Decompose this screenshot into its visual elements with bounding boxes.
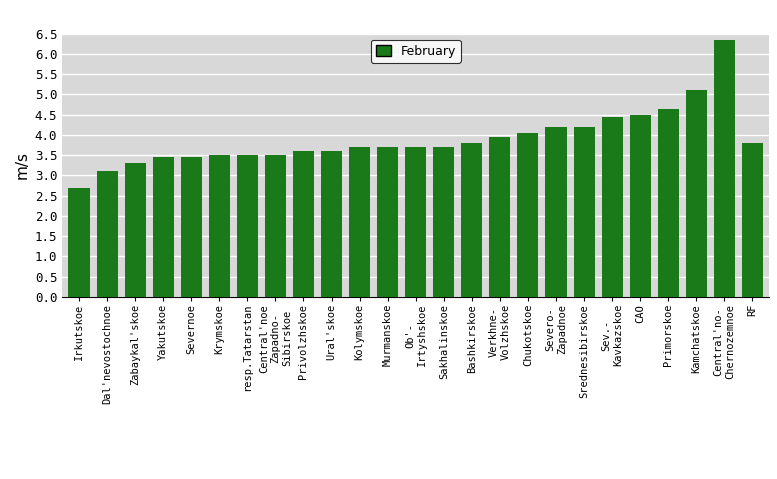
Bar <box>293 151 314 297</box>
Bar <box>545 127 566 297</box>
Y-axis label: m/s: m/s <box>14 151 30 179</box>
Bar <box>209 155 230 297</box>
Bar <box>68 188 89 297</box>
Bar <box>377 147 398 297</box>
Bar <box>657 109 679 297</box>
Bar <box>265 155 286 297</box>
Bar <box>152 157 174 297</box>
Bar <box>405 147 427 297</box>
Bar <box>349 147 370 297</box>
Bar <box>686 90 707 297</box>
Bar <box>321 151 342 297</box>
Legend: February: February <box>371 40 461 63</box>
Bar <box>601 116 622 297</box>
Bar <box>124 163 145 297</box>
Bar <box>573 127 594 297</box>
Bar <box>517 133 538 297</box>
Bar <box>462 143 483 297</box>
Bar <box>714 40 735 297</box>
Bar <box>490 137 510 297</box>
Bar <box>237 155 258 297</box>
Bar <box>742 143 763 297</box>
Bar <box>434 147 455 297</box>
Bar <box>96 171 117 297</box>
Bar <box>181 157 202 297</box>
Bar <box>629 114 650 297</box>
